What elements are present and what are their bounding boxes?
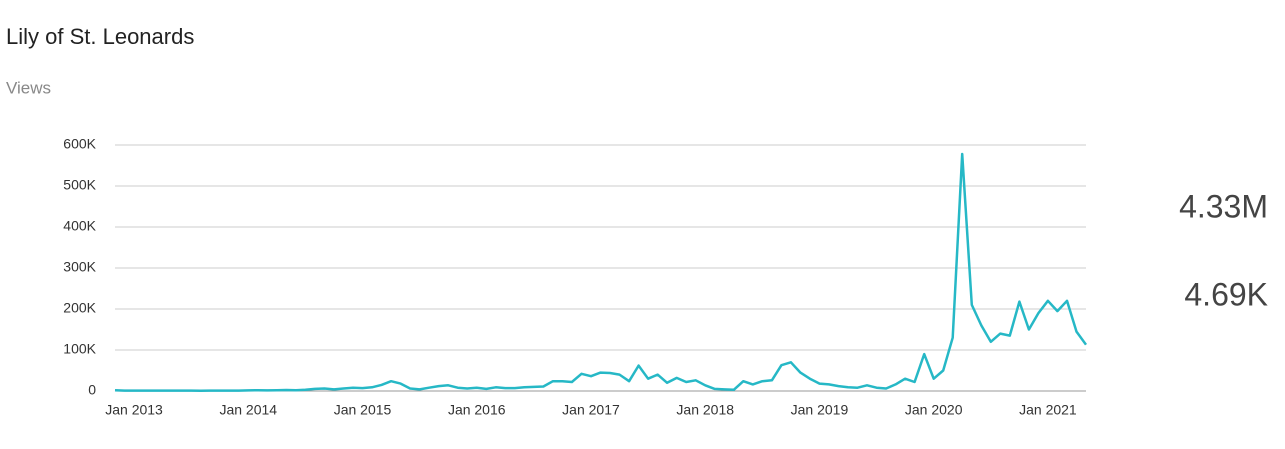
y-tick-label: 200K	[63, 300, 96, 316]
y-tick-label: 500K	[63, 177, 96, 193]
x-tick-label: Jan 2020	[905, 402, 963, 418]
x-tick-label: Jan 2015	[334, 402, 392, 418]
y-tick-label: 600K	[63, 136, 96, 152]
x-tick-label: Jan 2013	[105, 402, 163, 418]
chart-subtitle: Views	[6, 78, 51, 97]
line	[114, 152, 1088, 393]
x-tick-label: Jan 2016	[448, 402, 506, 418]
x-tick-label: Jan 2017	[562, 402, 620, 418]
chart-title: Lily of St. Leonards	[6, 24, 194, 49]
stat-average: 4.69K	[1184, 276, 1268, 312]
x-tick-label: Jan 2018	[676, 402, 734, 418]
y-tick-label: 300K	[63, 259, 96, 275]
x-tick-label: Jan 2014	[219, 402, 277, 418]
y-tick-label: 100K	[63, 341, 96, 357]
y-tick-label: 0	[88, 382, 96, 398]
y-tick-label: 400K	[63, 218, 96, 234]
stat-total: 4.33M	[1179, 188, 1268, 224]
x-tick-label: Jan 2019	[791, 402, 849, 418]
x-tick-label: Jan 2021	[1019, 402, 1077, 418]
